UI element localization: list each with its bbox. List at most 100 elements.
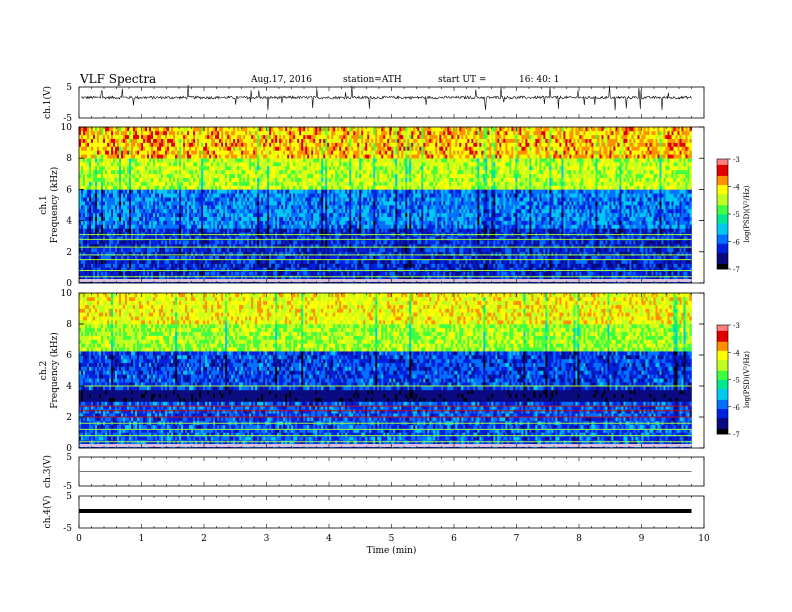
heatmap-cell <box>277 174 279 178</box>
heatmap-cell <box>121 147 123 151</box>
heatmap-cell <box>251 193 253 197</box>
heatmap-cell <box>291 158 293 162</box>
heatmap-cell <box>321 174 323 178</box>
heatmap-cell <box>289 228 291 232</box>
heatmap-cell <box>251 240 253 244</box>
heatmap-cell <box>281 221 283 225</box>
heatmap-cell <box>159 182 161 186</box>
heatmap-cell <box>243 178 245 182</box>
heatmap-cell <box>241 260 243 264</box>
heatmap-cell <box>249 209 251 213</box>
heatmap-cell <box>267 221 269 225</box>
heatmap-cell <box>121 209 123 213</box>
heatmap-cell <box>123 131 125 135</box>
heatmap-cell <box>243 131 245 135</box>
heatmap-cell <box>225 221 227 225</box>
heatmap-cell <box>283 271 285 275</box>
heatmap-cell <box>175 143 177 147</box>
heatmap-cell <box>179 174 181 178</box>
heatmap-cell <box>235 240 237 244</box>
heatmap-cell <box>291 248 293 252</box>
heatmap-cell <box>175 131 177 135</box>
heatmap-cell <box>301 240 303 244</box>
heatmap-cell <box>297 193 299 197</box>
heatmap-cell <box>251 135 253 139</box>
heatmap-cell <box>143 182 145 186</box>
heatmap-cell <box>245 174 247 178</box>
heatmap-cell <box>199 213 201 217</box>
heatmap-cell <box>197 197 199 201</box>
heatmap-cell <box>103 201 105 205</box>
heatmap-cell <box>309 186 311 190</box>
heatmap-cell <box>123 127 125 131</box>
heatmap-cell <box>177 131 179 135</box>
heatmap-cell <box>111 170 113 174</box>
heatmap-cell <box>215 217 217 221</box>
heatmap-cell <box>231 260 233 264</box>
heatmap-cell <box>311 248 313 252</box>
heatmap-cell <box>145 127 147 131</box>
heatmap-cell <box>201 143 203 147</box>
heatmap-cell <box>209 166 211 170</box>
heatmap-cell <box>243 162 245 166</box>
heatmap-cell <box>225 143 227 147</box>
heatmap-cell <box>193 154 195 158</box>
heatmap-cell <box>295 213 297 217</box>
heatmap-cell <box>201 174 203 178</box>
heatmap-cell <box>271 166 273 170</box>
heatmap-cell <box>193 166 195 170</box>
heatmap-cell <box>295 143 297 147</box>
heatmap-cell <box>197 271 199 275</box>
heatmap-cell <box>181 154 183 158</box>
heatmap-cell <box>201 127 203 131</box>
heatmap-cell <box>281 174 283 178</box>
heatmap-cell <box>189 178 191 182</box>
heatmap-cell <box>143 209 145 213</box>
heatmap-cell <box>271 154 273 158</box>
heatmap-cell <box>301 217 303 221</box>
heatmap-cell <box>147 127 149 131</box>
heatmap-cell <box>199 189 201 193</box>
heatmap-cell <box>233 260 235 264</box>
heatmap-cell <box>319 260 321 264</box>
heatmap-cell <box>253 139 255 143</box>
heatmap-cell <box>159 162 161 166</box>
heatmap-cell <box>289 174 291 178</box>
heatmap-cell <box>109 201 111 205</box>
heatmap-cell <box>275 127 277 131</box>
heatmap-cell <box>299 193 301 197</box>
heatmap-cell <box>199 201 201 205</box>
heatmap-cell <box>143 178 145 182</box>
heatmap-cell <box>225 217 227 221</box>
heatmap-cell <box>309 166 311 170</box>
heatmap-cell <box>113 240 115 244</box>
heatmap-cell <box>307 147 309 151</box>
heatmap-cell <box>265 209 267 213</box>
heatmap-cell <box>133 260 135 264</box>
heatmap-cell <box>119 162 121 166</box>
heatmap-cell <box>109 260 111 264</box>
heatmap-cell <box>139 127 141 131</box>
heatmap-cell <box>101 154 103 158</box>
heatmap-cell <box>83 127 85 131</box>
heatmap-cell <box>137 248 139 252</box>
heatmap-cell <box>117 228 119 232</box>
heatmap-cell <box>99 248 101 252</box>
heatmap-cell <box>255 248 257 252</box>
heatmap-cell <box>97 213 99 217</box>
heatmap-cell <box>187 174 189 178</box>
heatmap-cell <box>189 143 191 147</box>
heatmap-cell <box>117 189 119 193</box>
heatmap-cell <box>175 174 177 178</box>
heatmap-cell <box>141 189 143 193</box>
heatmap-cell <box>127 178 129 182</box>
heatmap-cell <box>89 240 91 244</box>
heatmap-cell <box>91 186 93 190</box>
heatmap-cell <box>143 143 145 147</box>
heatmap-cell <box>235 248 237 252</box>
heatmap-cell <box>195 213 197 217</box>
heatmap-cell <box>87 275 89 279</box>
heatmap-cell <box>117 193 119 197</box>
heatmap-cell <box>131 225 133 229</box>
heatmap-cell <box>175 205 177 209</box>
